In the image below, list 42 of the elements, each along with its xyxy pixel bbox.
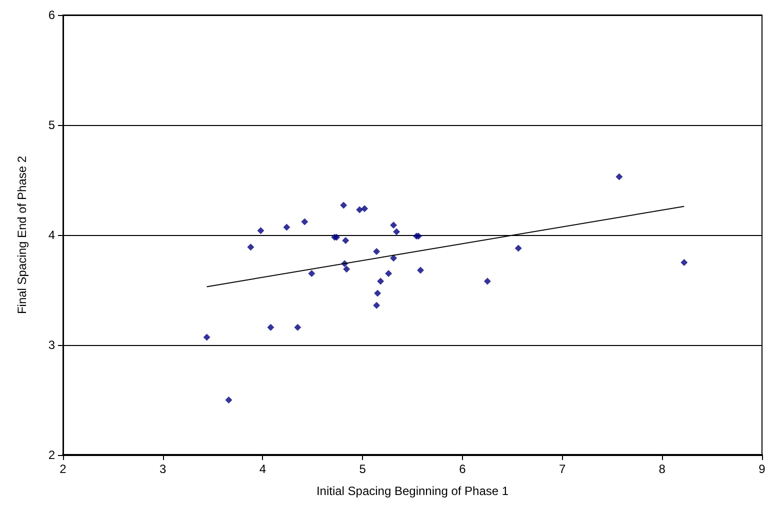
- y-tick-label: 4: [48, 228, 56, 242]
- x-tick-label: 3: [160, 462, 167, 476]
- point: [225, 396, 232, 404]
- y-tick-label: 6: [48, 8, 56, 22]
- point: [390, 222, 398, 229]
- point: [616, 173, 623, 180]
- point: [203, 334, 210, 341]
- y-axis-title: Final Spacing End of Phase 2: [15, 156, 29, 314]
- x-tick-label: 8: [658, 462, 666, 476]
- x-tick-label: 7: [558, 462, 566, 476]
- x-axis-title: Initial Spacing Beginning of Phase 1: [316, 484, 509, 498]
- point: [247, 244, 254, 251]
- point: [257, 227, 264, 234]
- x-tick-label: 6: [459, 462, 466, 476]
- point: [373, 248, 380, 255]
- point: [343, 266, 350, 273]
- x-tick-label: 2: [60, 462, 67, 476]
- point: [393, 228, 400, 236]
- point: [377, 278, 384, 285]
- point: [308, 270, 316, 277]
- point: [416, 266, 424, 274]
- x-tick-label: 4: [259, 462, 266, 476]
- point: [361, 205, 368, 212]
- point: [356, 206, 364, 214]
- y-tick-label: 2: [48, 448, 56, 462]
- point: [301, 218, 308, 226]
- y-tick-label: 3: [48, 338, 56, 352]
- point: [374, 290, 382, 297]
- x-tick-label: 9: [758, 462, 766, 476]
- point: [385, 270, 392, 277]
- point: [283, 224, 290, 231]
- point: [514, 244, 522, 252]
- point: [390, 254, 398, 262]
- x-tick-label: 5: [359, 462, 366, 476]
- point: [342, 237, 350, 244]
- point: [340, 202, 348, 209]
- point: [267, 324, 274, 331]
- point: [680, 259, 688, 266]
- point: [294, 324, 302, 331]
- y-tick-label: 5: [48, 118, 56, 132]
- point: [484, 278, 491, 285]
- point: [373, 302, 380, 309]
